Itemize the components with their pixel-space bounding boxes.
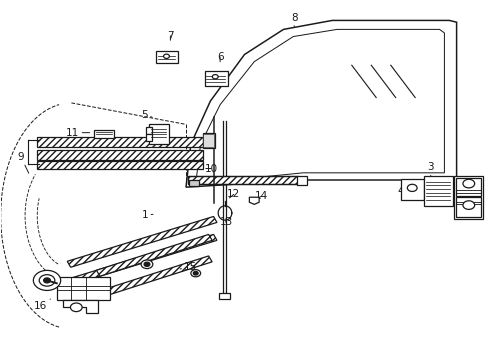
Text: 4: 4 (396, 186, 408, 196)
Text: 12: 12 (227, 189, 240, 199)
Bar (37, 161, 203, 168)
Bar (146, 134, 152, 141)
Text: 7: 7 (167, 31, 173, 41)
Circle shape (193, 271, 198, 275)
Bar (453, 176, 483, 220)
Circle shape (39, 275, 55, 286)
Bar (149, 125, 168, 144)
Polygon shape (185, 21, 456, 187)
Circle shape (70, 303, 82, 312)
Bar (94, 130, 114, 138)
Text: 3: 3 (427, 162, 433, 176)
Text: 5: 5 (141, 110, 152, 120)
Bar (156, 51, 177, 63)
Bar (423, 176, 452, 206)
Bar (188, 176, 298, 184)
Bar (297, 176, 306, 185)
Text: 1: 1 (142, 210, 153, 220)
Text: 15: 15 (180, 262, 197, 272)
Bar (188, 176, 298, 184)
Bar (57, 277, 110, 300)
Bar (146, 127, 152, 134)
Circle shape (141, 260, 153, 269)
Text: 9: 9 (18, 152, 29, 173)
Text: 14: 14 (254, 191, 267, 201)
Text: 10: 10 (204, 163, 218, 174)
Polygon shape (96, 234, 212, 276)
Polygon shape (67, 216, 217, 267)
Text: 2: 2 (461, 189, 471, 199)
Text: 8: 8 (290, 13, 297, 27)
Circle shape (43, 278, 50, 283)
Bar (455, 178, 481, 196)
Bar (37, 149, 203, 159)
Bar (188, 180, 198, 186)
Polygon shape (67, 234, 217, 285)
Circle shape (33, 270, 61, 291)
Bar (204, 71, 227, 86)
Text: 13: 13 (219, 217, 232, 227)
Polygon shape (96, 256, 212, 298)
Polygon shape (63, 300, 98, 313)
Circle shape (407, 184, 416, 192)
Polygon shape (249, 197, 259, 204)
Bar (400, 179, 423, 200)
Text: 6: 6 (216, 52, 223, 62)
Circle shape (212, 75, 218, 79)
Text: 11: 11 (66, 128, 89, 138)
Circle shape (163, 54, 169, 58)
Circle shape (190, 270, 200, 277)
Text: 16: 16 (34, 299, 50, 311)
Bar (203, 134, 213, 147)
Circle shape (462, 201, 474, 210)
Circle shape (462, 179, 474, 188)
Bar (455, 197, 481, 217)
Bar (203, 134, 215, 148)
Bar (37, 137, 203, 147)
Circle shape (144, 262, 150, 266)
Bar (219, 293, 229, 300)
